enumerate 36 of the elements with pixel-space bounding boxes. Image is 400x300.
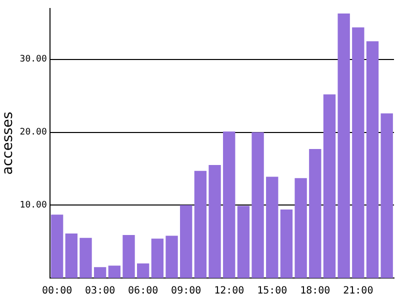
bar [280, 210, 293, 278]
bar [122, 235, 135, 278]
bar [166, 236, 178, 278]
bar [108, 266, 121, 278]
bar [151, 238, 164, 278]
y-tick-label: 20.00 [20, 128, 47, 138]
y-axis-title: accesses [0, 112, 16, 175]
bar [136, 263, 150, 278]
bar [223, 132, 236, 278]
x-tick-label: 00:00 [42, 286, 72, 297]
bar [309, 149, 322, 278]
x-tick-label: 18:00 [300, 286, 330, 297]
bar [94, 267, 106, 278]
bar [323, 94, 336, 278]
bar [80, 238, 92, 278]
bar [237, 206, 250, 278]
x-tick-label: 03:00 [85, 286, 116, 297]
x-tick-label: 09:00 [171, 286, 202, 297]
bar [366, 41, 379, 278]
x-tick-label: 12:00 [214, 286, 244, 297]
bar [352, 27, 364, 278]
bar [380, 113, 393, 278]
bar [50, 214, 64, 278]
bar [294, 178, 307, 278]
bar [252, 132, 264, 278]
y-tick-label: 10.00 [20, 200, 47, 210]
bar [266, 176, 278, 278]
x-tick-label: 21:00 [343, 286, 374, 297]
bar [338, 14, 350, 278]
x-tick-label: 06:00 [128, 286, 158, 297]
bar [65, 234, 78, 278]
bar [208, 165, 221, 278]
bar [180, 205, 192, 278]
y-tick-label: 30.00 [20, 54, 47, 65]
bar [194, 170, 207, 278]
x-tick-label: 15:00 [257, 286, 288, 297]
